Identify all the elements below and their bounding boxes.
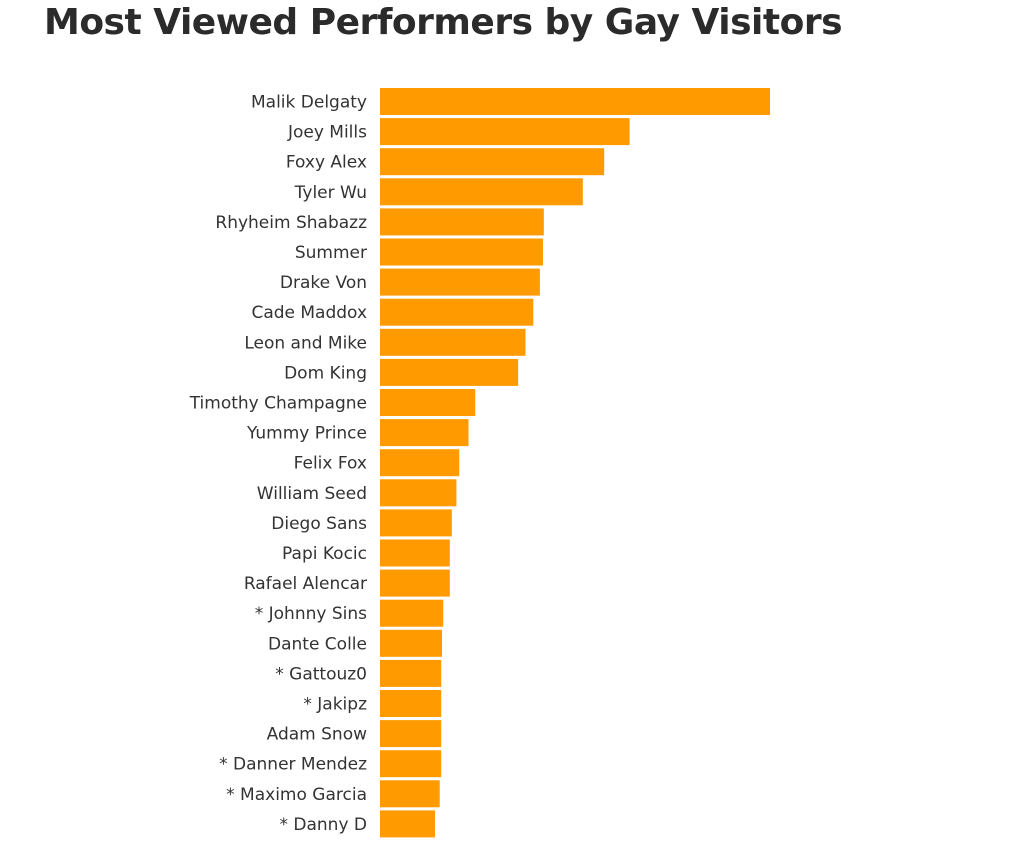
category-label: Cade Maddox — [251, 303, 367, 323]
category-label: Felix Fox — [294, 454, 367, 474]
bar — [380, 419, 469, 447]
category-label: * Maximo Garcia — [226, 785, 367, 805]
category-label: Tyler Wu — [294, 183, 367, 203]
bar — [380, 629, 442, 657]
bar — [380, 479, 457, 507]
category-label: Diego Sans — [271, 514, 367, 534]
bar — [380, 750, 442, 778]
bar — [380, 599, 444, 627]
category-label: William Seed — [257, 484, 367, 504]
category-label: * Johnny Sins — [255, 604, 367, 624]
bar — [380, 268, 540, 296]
bar — [380, 810, 435, 838]
category-label: Papi Kocic — [282, 544, 367, 564]
category-label: Adam Snow — [267, 725, 367, 745]
category-label: Joey Mills — [287, 123, 367, 143]
category-labels: Malik Delgaty Joey Mills Foxy Alex Tyler Wu… — [189, 93, 367, 835]
category-label: * Danner Mendez — [219, 755, 367, 775]
chart-title: Most Viewed Performers by Gay Visitors — [44, 2, 843, 43]
bar — [380, 298, 534, 326]
bar — [380, 690, 442, 717]
bar — [380, 88, 770, 115]
bar — [380, 328, 526, 356]
bar — [380, 720, 442, 748]
category-label: Timothy Champagne — [189, 394, 367, 414]
category-label: Yummy Prince — [246, 424, 367, 444]
category-label: Rafael Alencar — [244, 574, 367, 594]
category-label: Dom King — [284, 363, 367, 383]
bar — [380, 208, 544, 236]
category-label: * Jakipz — [303, 695, 367, 715]
bar — [380, 780, 440, 808]
category-label: Foxy Alex — [286, 153, 367, 173]
category-label: Leon and Mike — [244, 333, 367, 353]
bar — [380, 509, 452, 537]
bar — [380, 238, 543, 266]
bar — [380, 449, 460, 477]
category-label: Rhyheim Shabazz — [215, 213, 367, 233]
category-label: Summer — [295, 243, 367, 263]
category-label: Malik Delgaty — [251, 93, 367, 113]
bars-group — [380, 88, 770, 838]
bar — [380, 569, 450, 597]
bar — [380, 539, 450, 567]
bar — [380, 118, 630, 146]
bar — [380, 178, 583, 206]
bar — [380, 358, 519, 386]
category-label: * Danny D — [279, 815, 367, 835]
bar — [380, 659, 442, 687]
bar — [380, 389, 476, 416]
category-label: Dante Colle — [268, 634, 367, 654]
category-label: * Gattouz0 — [275, 664, 367, 684]
bar — [380, 148, 605, 176]
category-label: Drake Von — [280, 273, 367, 293]
